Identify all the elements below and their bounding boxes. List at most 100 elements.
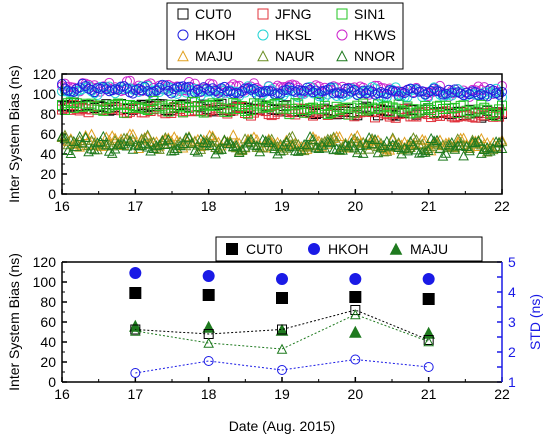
legend-item: MAJU xyxy=(389,241,448,257)
data-point xyxy=(293,85,304,96)
legend-marker xyxy=(336,29,348,41)
data-point xyxy=(202,320,215,333)
data-point xyxy=(245,133,257,144)
data-point xyxy=(203,356,214,366)
data-point xyxy=(479,102,490,113)
data-point xyxy=(130,139,142,150)
data-point xyxy=(130,325,141,336)
data-point xyxy=(349,291,362,303)
legend-label: HKWS xyxy=(354,27,396,43)
data-point xyxy=(272,91,283,102)
data-point xyxy=(275,88,286,99)
data-point xyxy=(287,140,298,151)
data-point xyxy=(346,137,357,148)
data-point xyxy=(422,273,435,285)
data-point xyxy=(423,335,434,345)
data-point xyxy=(292,138,304,150)
data-point xyxy=(171,139,183,150)
data-point xyxy=(375,142,387,153)
data-point xyxy=(413,147,425,158)
legend-item: JFNG xyxy=(257,6,312,22)
data-point xyxy=(305,84,316,95)
data-point xyxy=(491,88,502,99)
data-point xyxy=(169,84,180,95)
data-point xyxy=(260,85,271,96)
data-point xyxy=(290,98,301,109)
data-point xyxy=(171,142,183,154)
legend-marker xyxy=(336,8,348,20)
data-point xyxy=(307,133,319,145)
data-point xyxy=(160,80,171,91)
y-tick-label: 120 xyxy=(33,254,57,270)
data-point xyxy=(372,147,384,158)
data-point xyxy=(370,83,381,94)
data-point xyxy=(487,142,499,153)
data-point xyxy=(133,142,145,153)
data-point xyxy=(95,136,106,147)
data-point xyxy=(266,110,277,121)
right-y-tick-label: 2 xyxy=(508,344,516,360)
y-axis-label: Inter System Bias (ns) xyxy=(6,253,22,391)
x-axis-label: Date (Aug. 2015) xyxy=(229,418,336,434)
data-point xyxy=(230,139,242,150)
data-point xyxy=(130,368,141,378)
legend-item: HKSL xyxy=(257,27,312,43)
legend-item: NNOR xyxy=(336,48,395,64)
data-point xyxy=(127,88,138,99)
legend-item: SIN1 xyxy=(336,6,385,22)
y-tick-label: 40 xyxy=(40,146,56,162)
data-point xyxy=(183,132,195,143)
series-maju-std xyxy=(130,309,434,354)
y-axis-label: Inter System Bias (ns) xyxy=(6,65,22,203)
data-point xyxy=(151,85,162,96)
data-point xyxy=(443,139,455,150)
data-point xyxy=(74,141,86,152)
data-point xyxy=(281,136,292,147)
data-point xyxy=(301,139,313,150)
data-point xyxy=(142,131,153,142)
data-point xyxy=(71,138,83,149)
x-tick-label: 16 xyxy=(54,386,70,402)
data-point xyxy=(183,81,194,92)
data-point xyxy=(213,144,224,155)
data-point xyxy=(186,137,198,148)
data-point xyxy=(115,139,127,150)
y-tick-label: 60 xyxy=(40,314,56,330)
x-tick-label: 22 xyxy=(494,386,510,402)
data-point xyxy=(202,270,215,282)
data-point xyxy=(494,89,505,100)
data-point xyxy=(257,133,269,145)
data-point xyxy=(420,89,431,100)
legend-marker xyxy=(257,50,269,62)
data-point xyxy=(162,134,174,145)
legend-marker xyxy=(389,242,403,255)
data-point xyxy=(210,135,221,146)
data-point xyxy=(98,105,109,116)
data-point xyxy=(428,135,440,146)
data-point xyxy=(142,141,153,152)
data-point xyxy=(419,146,431,157)
legend-label: NAUR xyxy=(275,48,315,64)
data-point xyxy=(278,82,289,93)
data-point xyxy=(142,129,153,140)
x-tick-label: 21 xyxy=(421,386,437,402)
data-point xyxy=(240,106,251,117)
data-point xyxy=(242,135,254,146)
data-point xyxy=(458,100,469,111)
data-point xyxy=(458,150,469,161)
series-hkoh-bias xyxy=(129,267,435,285)
data-point xyxy=(92,137,103,148)
data-point xyxy=(372,80,383,91)
data-point xyxy=(129,287,142,299)
data-point xyxy=(470,136,481,148)
x-tick-label: 17 xyxy=(128,198,144,214)
x-tick-label: 20 xyxy=(348,198,364,214)
data-point xyxy=(254,146,266,157)
data-point xyxy=(434,142,446,154)
data-point xyxy=(277,365,287,375)
legend-label: SIN1 xyxy=(354,6,385,22)
data-point xyxy=(216,143,227,154)
data-point xyxy=(343,83,354,94)
data-point xyxy=(366,132,378,144)
data-point xyxy=(277,324,287,335)
